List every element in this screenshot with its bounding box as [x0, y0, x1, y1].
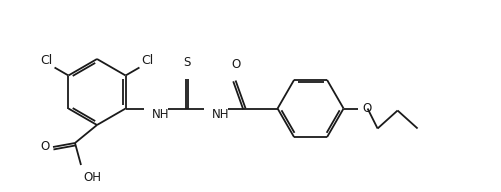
Text: Cl: Cl	[40, 54, 53, 66]
Text: OH: OH	[83, 171, 101, 184]
Text: O: O	[362, 102, 371, 115]
Text: NH: NH	[151, 108, 169, 121]
Text: O: O	[230, 59, 239, 71]
Text: S: S	[183, 56, 190, 70]
Text: O: O	[41, 140, 50, 152]
Text: Cl: Cl	[141, 54, 153, 66]
Text: NH: NH	[211, 108, 228, 121]
